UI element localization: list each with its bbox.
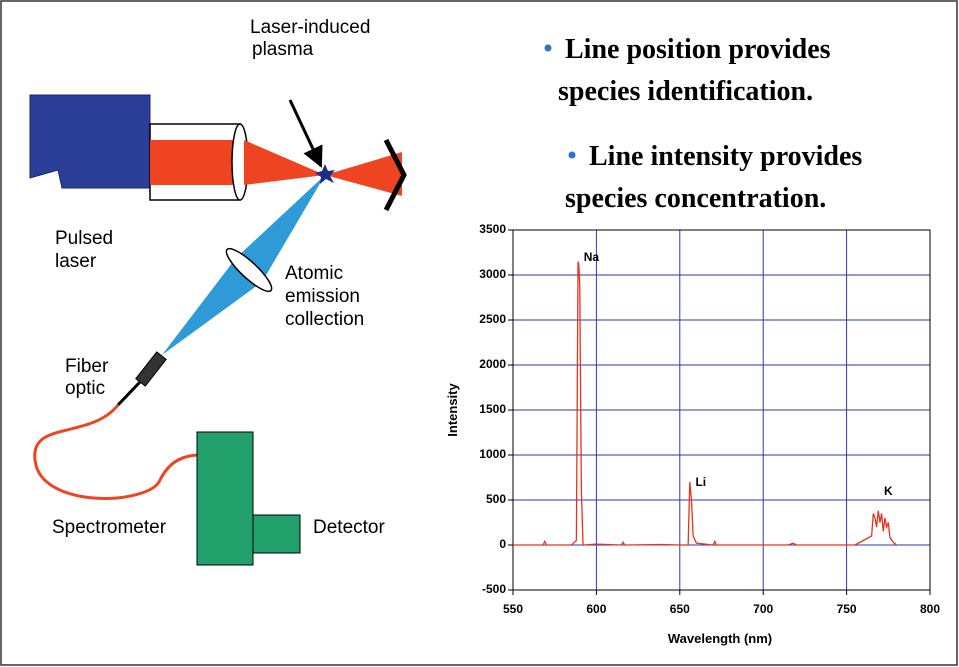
mirror xyxy=(383,138,407,212)
y-axis-title: Intensity xyxy=(445,383,460,437)
fiber-jacket xyxy=(116,380,142,407)
x-tick-label: 700 xyxy=(753,602,773,616)
y-tick-label: -500 xyxy=(482,582,506,596)
y-tick-label: 3000 xyxy=(479,267,506,281)
detector xyxy=(252,514,301,554)
fiber-label: Fiber xyxy=(65,356,109,377)
diagram: Laser-induced plasma Pulsed laser Atomic… xyxy=(29,17,407,566)
laser-beam xyxy=(150,140,240,185)
y-tick-label: 500 xyxy=(486,492,506,506)
y-tick-label: 1000 xyxy=(479,447,506,461)
bullet-dot xyxy=(544,44,552,52)
collection-label: collection xyxy=(285,309,364,330)
bullet-text: species concentration. xyxy=(565,183,826,214)
plasma xyxy=(315,164,335,184)
y-tick-label: 2500 xyxy=(479,312,506,326)
peak-label: K xyxy=(884,484,893,498)
peak-label: Na xyxy=(584,250,600,264)
y-tick-label: 3500 xyxy=(479,222,506,236)
x-tick-label: 600 xyxy=(586,602,606,616)
x-tick-label: 550 xyxy=(503,602,523,616)
bullet-text: species identification. xyxy=(558,76,813,107)
chart: Wavelength (nm) Intensity -500 0 500 1000 15… xyxy=(445,222,940,646)
fiber-label: optic xyxy=(65,378,105,399)
x-tick-label: 750 xyxy=(837,602,857,616)
collection-lens xyxy=(225,247,273,293)
fiber-cone xyxy=(162,258,262,355)
y-tick-label: 1500 xyxy=(479,402,506,416)
plasma-label: Laser-induced xyxy=(250,17,370,38)
spectrometer xyxy=(196,431,254,566)
plasma-label: plasma xyxy=(252,39,314,60)
beam-converge xyxy=(244,140,325,185)
detector-label: Detector xyxy=(313,517,385,538)
collection-label: emission xyxy=(285,286,360,307)
laser-body xyxy=(29,94,151,189)
plot-frame xyxy=(512,229,931,591)
bullets: Line position provides species identific… xyxy=(544,34,862,214)
plasma-arrow xyxy=(288,99,323,168)
bullet-dot xyxy=(568,151,576,159)
collection-cone xyxy=(236,175,325,282)
beam-diverge xyxy=(325,152,402,196)
collection-label: Atomic xyxy=(285,263,343,284)
peak-label: Li xyxy=(695,475,706,489)
laser-label: Pulsed xyxy=(55,228,113,249)
laser-label: laser xyxy=(55,251,97,272)
x-axis-title: Wavelength (nm) xyxy=(668,631,772,646)
spectrum-line xyxy=(513,261,898,546)
fiber-end xyxy=(135,351,167,387)
x-tick-label: 800 xyxy=(920,602,940,616)
spectrometer-label: Spectrometer xyxy=(52,517,167,538)
y-tick-label: 2000 xyxy=(479,357,506,371)
x-tick-label: 650 xyxy=(670,602,690,616)
bullet-text: Line position provides xyxy=(565,34,831,65)
bullet-text: Line intensity provides xyxy=(589,141,862,172)
y-tick-label: 0 xyxy=(499,537,506,551)
fiber xyxy=(33,404,201,500)
